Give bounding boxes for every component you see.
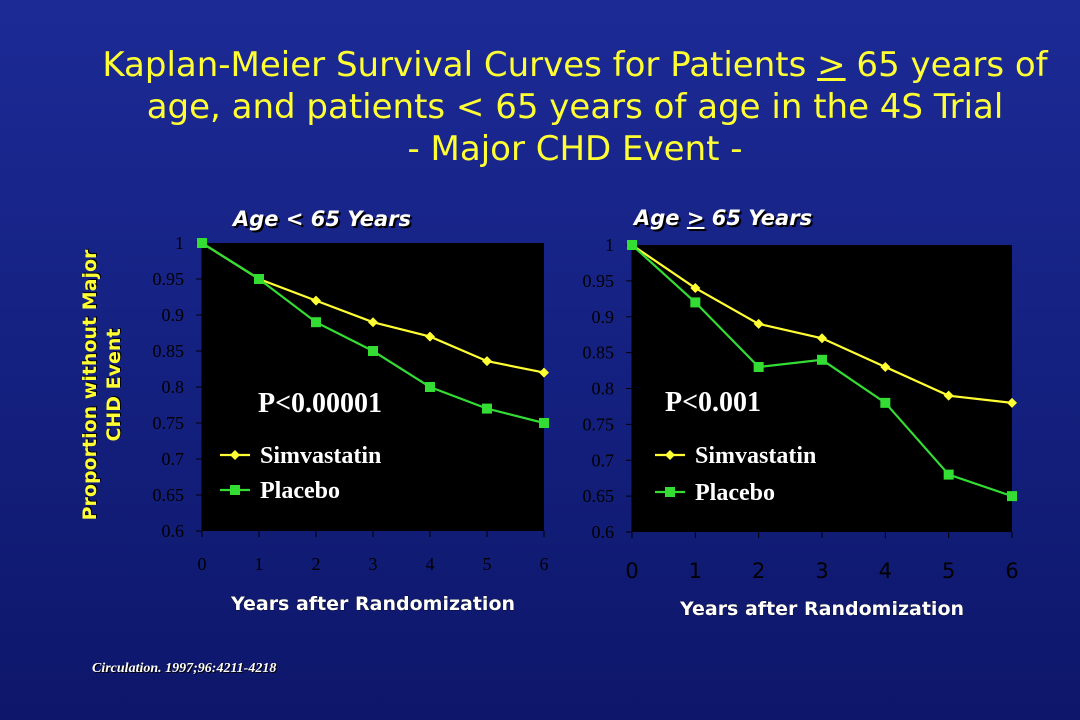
panel-1-simvastatin-point [311, 295, 321, 306]
panel-2-y-tick-label: 0.85 [583, 343, 615, 363]
panel-1-legend-marker-simvastatin [230, 450, 240, 460]
panel-2-y-tick-label: 0.95 [583, 271, 615, 291]
panel-1-p-value: P<0.00001 [258, 388, 382, 419]
panel-2-simvastatin-point [817, 333, 827, 344]
panel-2-x-tick-label: 1 [689, 559, 702, 583]
panel-1-x-tick-label: 6 [540, 554, 549, 574]
panel-1-legend-marker-placebo [230, 485, 240, 495]
citation: Circulation. 1997;96:4211-4218 [92, 661, 277, 676]
panel-1-placebo-point [197, 238, 207, 248]
panel-1-x-axis-label: Years after Randomization [230, 593, 515, 615]
panel-2-legend-marker-placebo [665, 487, 675, 497]
panel-2-x-tick-label: 0 [625, 559, 638, 583]
panel-1-y-tick-label: 0.9 [162, 305, 185, 325]
panel-1-y-tick-label: 0.85 [153, 341, 185, 361]
panel-2-y-tick-label: 0.8 [592, 379, 615, 399]
title-line-1-a: Kaplan-Meier Survival Curves for Patient… [102, 45, 818, 85]
panel-2-placebo-point [817, 354, 827, 365]
panel-1-y-tick-label: 0.7 [162, 449, 185, 469]
panel-1-placebo-point [368, 346, 378, 356]
panel-1-x-tick-label: 2 [312, 554, 321, 574]
right-panel-title-b: 65 Years [704, 206, 813, 230]
panel-1-y-tick-label: 0.75 [153, 413, 185, 433]
panel-2-y-tick-label: 0.65 [583, 486, 615, 506]
panel-2-y-tick-label: 0.9 [592, 307, 615, 327]
panel-2-y-tick-label: 0.6 [592, 522, 615, 542]
panel-1-simvastatin-point [425, 331, 435, 342]
panel-2-simvastatin-point [753, 318, 764, 329]
panel-2-x-axis-label: Years after Randomization [679, 598, 964, 620]
panel-2-x-tick-label: 5 [942, 559, 955, 583]
panel-1-y-tick-label: 1 [175, 233, 184, 253]
panel-1-y-tick-label: 0.95 [153, 269, 185, 289]
panel-2-placebo-point [690, 297, 701, 308]
right-panel-title-a: Age [634, 206, 687, 230]
panel-2-y-tick-label: 0.7 [592, 450, 615, 470]
panel-1-placebo-point [425, 382, 435, 392]
panel-2-simvastatin-point [1007, 397, 1017, 408]
title-ge-symbol: > [817, 45, 846, 85]
panel-1-x-tick-label: 0 [198, 554, 207, 574]
panel-2-placebo-point [627, 240, 637, 250]
panel-2-legend-label-placebo: Placebo [695, 480, 775, 506]
panel-2-placebo-point [753, 361, 764, 372]
left-panel-title: Age < 65 Years [233, 207, 412, 231]
right-panel-title: Age > 65 Years [634, 206, 812, 230]
title-line-1-b: 65 years of [845, 45, 1048, 85]
title-line-1: Kaplan-Meier Survival Curves for Patient… [70, 44, 1080, 86]
panel-1-simvastatin-point [368, 317, 378, 328]
panel-1-placebo-point [482, 403, 492, 414]
panel-2-legend-marker-simvastatin [665, 450, 675, 460]
title-line-3: - Major CHD Event - [407, 129, 743, 169]
panel-1-x-tick-label: 1 [255, 554, 264, 574]
panel-1-x-tick-label: 3 [369, 554, 378, 574]
panel-1-y-tick-label: 0.6 [162, 521, 185, 541]
panel-1-x-tick-label: 5 [483, 554, 492, 574]
panel-1-y-tick-label: 0.65 [153, 485, 185, 505]
panel-2-simvastatin-point [880, 361, 891, 372]
panel-1-plot-area [202, 243, 544, 531]
panel-2-x-tick-label: 4 [879, 559, 892, 583]
panel-2-p-value: P<0.001 [665, 387, 761, 418]
panel-1-simvastatin-point [539, 367, 549, 378]
panel-2-legend-label-simvastatin: Simvastatin [695, 443, 816, 469]
panel-1-placebo-point [311, 317, 321, 328]
panel-1-legend-label-simvastatin: Simvastatin [260, 443, 381, 469]
panel-2-y-tick-label: 0.75 [583, 414, 615, 434]
panel-2-simvastatin-point [943, 390, 954, 401]
panel-1-placebo-point [254, 274, 264, 284]
panel-1-x-tick-label: 4 [426, 554, 435, 574]
panel-2-placebo-point [1007, 491, 1017, 502]
panel-2-placebo-point [880, 397, 891, 408]
panel-2-x-tick-label: 6 [1005, 559, 1018, 583]
title-line-2: age, and patients < 65 years of age in t… [146, 87, 1004, 127]
slide-title: Kaplan-Meier Survival Curves for Patient… [70, 44, 1080, 170]
panel-2-y-tick-label: 1 [605, 235, 614, 255]
panel-1-placebo-point [539, 418, 549, 428]
panel-2-x-tick-label: 3 [815, 559, 828, 583]
panel-1-y-tick-label: 0.8 [162, 377, 185, 397]
panel-1-legend-label-placebo: Placebo [260, 478, 340, 504]
panel-2-placebo-point [943, 469, 954, 480]
right-panel-title-ge: > [686, 206, 705, 230]
panel-1-simvastatin-point [482, 356, 492, 367]
panel-2-simvastatin-point [690, 283, 701, 294]
panel-2-x-tick-label: 2 [752, 559, 765, 583]
